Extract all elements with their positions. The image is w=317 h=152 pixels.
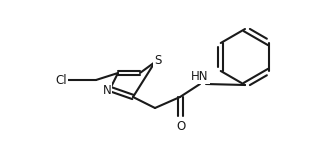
- Text: S: S: [154, 54, 162, 67]
- Text: HN: HN: [191, 70, 209, 83]
- Text: O: O: [176, 120, 186, 133]
- Text: N: N: [103, 83, 111, 97]
- Text: Cl: Cl: [55, 74, 67, 86]
